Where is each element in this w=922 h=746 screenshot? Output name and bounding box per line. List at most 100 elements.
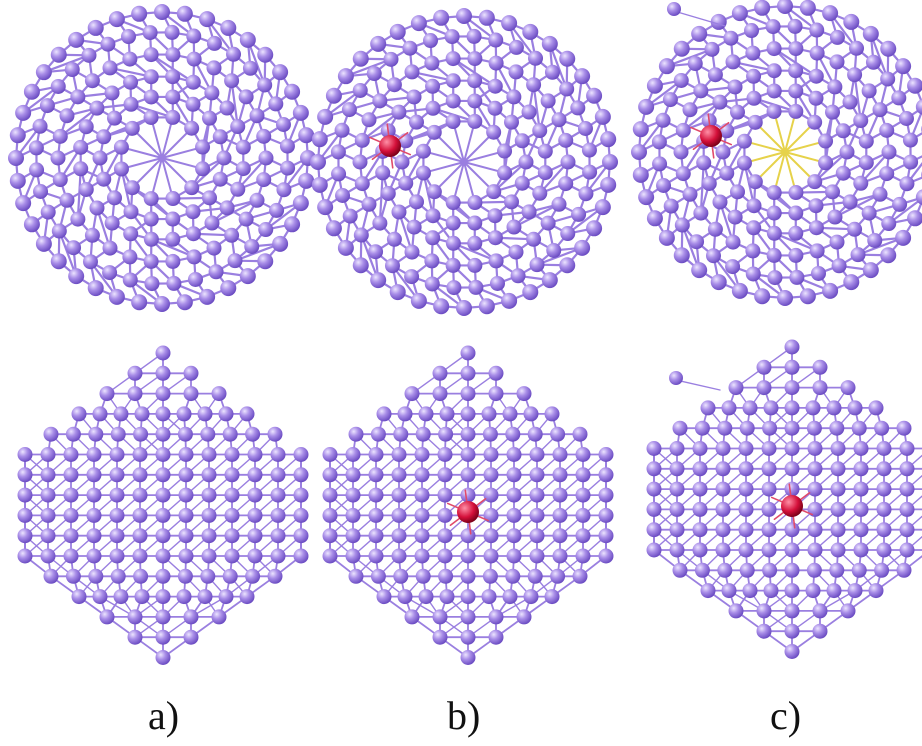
cluster-atom — [368, 487, 384, 503]
cluster-atom — [526, 77, 542, 93]
cluster-atom — [276, 182, 292, 198]
cluster-atom — [247, 507, 263, 523]
cluster-atom — [366, 66, 382, 82]
cluster-atom — [460, 345, 476, 361]
cluster-atom — [73, 161, 89, 177]
cluster-atom — [96, 171, 112, 187]
cluster-atom — [15, 104, 32, 121]
cluster-atom — [178, 487, 194, 503]
cluster-atom — [715, 461, 731, 477]
bond — [59, 107, 99, 138]
cluster-atom — [63, 447, 79, 462]
cluster-atom — [529, 447, 545, 462]
cluster-atom — [84, 73, 100, 89]
cluster-atom — [361, 112, 377, 128]
cluster-atom — [438, 426, 454, 442]
cluster-atom — [552, 548, 568, 564]
cluster-atom — [425, 208, 441, 224]
cluster-atom — [488, 629, 504, 645]
cluster-atom — [178, 528, 194, 544]
cluster-atom — [488, 609, 504, 625]
cluster-atom — [391, 447, 407, 462]
cluster-atom — [483, 467, 499, 483]
cluster-atom — [132, 487, 148, 503]
cluster-atom — [527, 426, 543, 442]
cluster-atom — [806, 562, 822, 578]
cluster-atom — [667, 2, 681, 16]
cluster-atom — [673, 247, 690, 264]
cluster-atom — [829, 234, 845, 250]
cluster-atom — [226, 46, 242, 62]
cluster-atom — [467, 257, 483, 273]
cluster-atom — [40, 204, 56, 220]
cluster-atom — [406, 219, 422, 235]
cluster-atom — [275, 117, 291, 133]
cluster-atom — [560, 226, 576, 242]
cluster-atom — [247, 548, 263, 564]
cluster-atom — [352, 257, 369, 274]
cluster-atom — [529, 257, 545, 273]
cluster-atom — [165, 211, 181, 227]
cluster-atom — [467, 215, 483, 231]
cluster-atom — [766, 185, 782, 201]
cluster-atom — [325, 220, 342, 237]
cluster-atom — [638, 98, 655, 115]
cluster-atom — [104, 215, 120, 231]
cluster-atom — [460, 467, 476, 483]
cluster-atom — [155, 548, 171, 564]
cluster-atom — [109, 548, 125, 564]
cluster-atom — [132, 548, 148, 564]
cluster-atom — [201, 110, 217, 126]
cluster-atom — [673, 72, 689, 88]
cluster-atom — [784, 583, 800, 599]
cluster-atom — [746, 198, 762, 214]
cluster-atom — [178, 507, 194, 523]
cluster-atom — [460, 548, 476, 564]
cluster-atom — [761, 522, 777, 538]
cluster-atom — [185, 96, 201, 112]
cluster-atom — [692, 441, 708, 456]
cluster-atom — [598, 507, 614, 523]
cluster-atom — [40, 467, 56, 483]
cluster-atom — [322, 528, 338, 544]
cluster-atom — [284, 216, 301, 233]
cluster-atom — [142, 25, 158, 41]
cluster-atom — [696, 155, 712, 171]
cluster-atom — [178, 447, 194, 462]
cluster-atom — [239, 406, 255, 422]
bond — [682, 101, 722, 132]
cluster-atom — [235, 161, 251, 177]
cluster-atom — [212, 171, 228, 187]
cluster-atom — [712, 94, 728, 110]
cluster-atom — [71, 406, 87, 422]
cluster-atom — [806, 420, 822, 436]
cluster-atom — [96, 129, 112, 145]
cluster-atom — [799, 288, 816, 305]
cluster-atom — [414, 548, 430, 564]
cluster-atom — [487, 78, 503, 94]
cluster-atom — [522, 23, 539, 40]
cluster-atom — [143, 253, 159, 269]
cluster-atom — [183, 609, 199, 625]
cluster-atom — [165, 191, 181, 207]
cluster-atom — [756, 380, 772, 396]
cluster-atom — [204, 85, 220, 101]
bond — [58, 229, 78, 278]
cluster-atom — [29, 162, 45, 178]
cluster-atom — [270, 528, 286, 544]
cluster-atom — [17, 507, 33, 523]
cluster-atom — [508, 64, 524, 80]
cluster-atom — [468, 279, 484, 295]
cluster-atom — [460, 528, 476, 544]
cluster-atom — [506, 507, 522, 523]
cluster-atom — [143, 211, 159, 227]
cluster-atom — [456, 300, 472, 316]
cluster-atom — [165, 69, 181, 85]
cluster-atom — [63, 467, 79, 483]
cluster-atom — [721, 583, 737, 599]
cluster-atom — [404, 244, 420, 260]
cluster-atom — [738, 542, 754, 558]
cluster-atom — [574, 239, 591, 256]
cluster-atom — [155, 589, 171, 605]
